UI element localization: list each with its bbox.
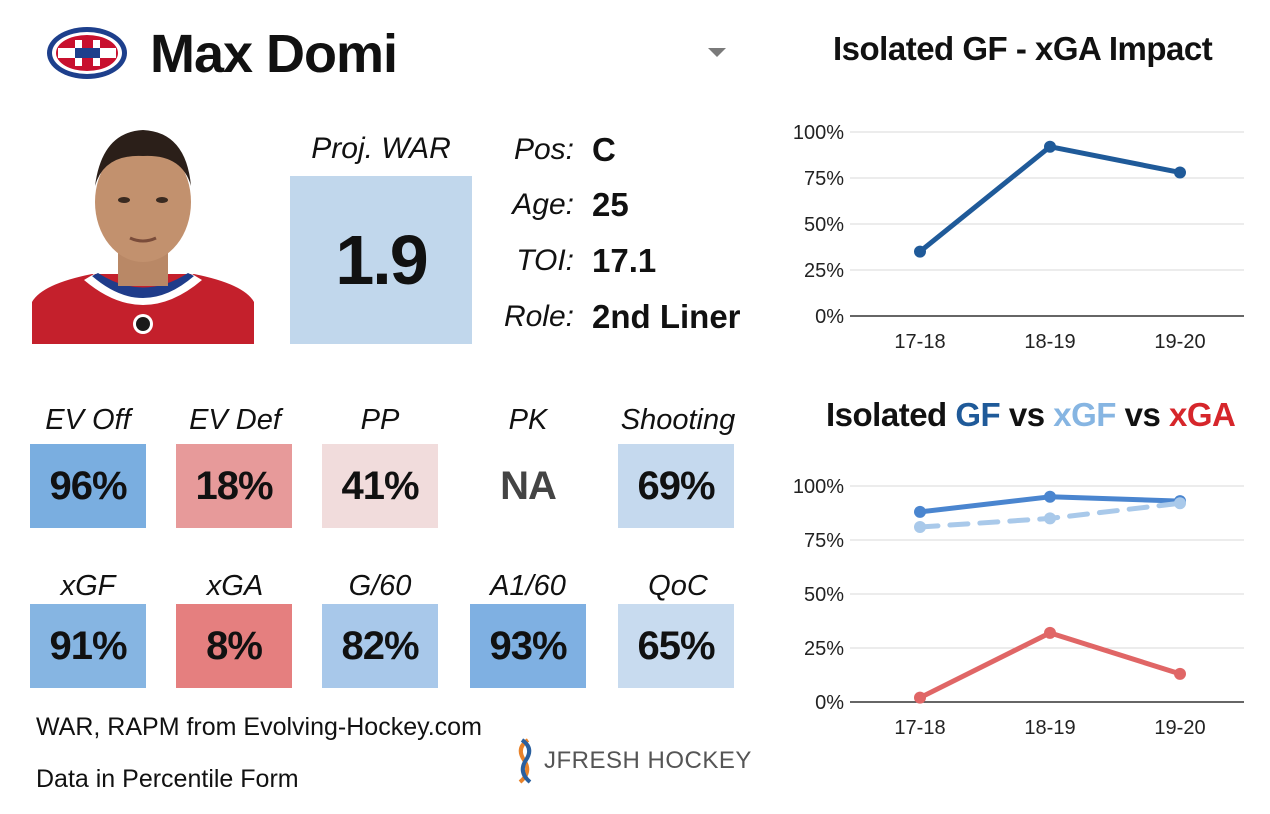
stat-value: 65% [637, 623, 715, 668]
stat-box-shooting: 69% [618, 444, 734, 528]
y-tick-label: 0% [815, 692, 844, 714]
stat-value: 82% [341, 623, 419, 668]
chart-impact: 0% 25% 50% 75% 100% 17-18 18-19 19-20 [793, 122, 1244, 353]
stat-value: 91% [49, 623, 127, 668]
x-tick-label: 18-19 [1024, 331, 1075, 353]
stat-label-g60: G/60 [348, 570, 412, 602]
brand: JFRESH HOCKEY [512, 738, 752, 784]
series-line [917, 630, 1183, 701]
stat-value: 93% [489, 623, 567, 668]
data-point [914, 521, 926, 534]
data-point [1044, 490, 1056, 503]
title-part: vs [1000, 396, 1054, 433]
title-part-gf: GF [955, 396, 1001, 433]
info-label-role: Role: [503, 300, 574, 333]
stat-value: NA [500, 463, 557, 508]
info-value-role: 2nd Liner [592, 298, 741, 335]
title-part: vs [1115, 396, 1169, 433]
stat-label-qoc: QoC [648, 570, 708, 602]
stat-box-a160: 93% [470, 604, 586, 688]
title-part: Isolated [826, 396, 956, 433]
info-label-pos: Pos: [513, 133, 574, 166]
y-tick-label: 100% [793, 122, 844, 144]
stat-box-pp: 41% [322, 444, 438, 528]
data-point [914, 691, 926, 704]
canadiens-logo-icon [46, 26, 128, 80]
stat-box-pk: NA [470, 444, 586, 528]
data-point [914, 505, 926, 518]
war-value: 1.9 [335, 221, 428, 299]
x-tick-label: 17-18 [894, 717, 945, 739]
stat-label-xgf: xGF [60, 570, 116, 602]
footer-note: Data in Percentile Form [36, 765, 299, 793]
info-label-toi: TOI: [516, 244, 574, 277]
stat-box-ev-off: 96% [30, 444, 146, 528]
stat-box-xga: 8% [176, 604, 292, 688]
stat-label-xga: xGA [206, 570, 264, 602]
stat-label-ev-off: EV Off [45, 404, 131, 436]
stat-label-a160: A1/60 [490, 570, 566, 602]
stat-value: 69% [637, 463, 715, 508]
y-tick-label: 75% [804, 530, 844, 552]
stat-box-ev-def: 18% [176, 444, 292, 528]
info-label-age: Age: [512, 188, 574, 221]
title-part-xga: xGA [1168, 396, 1236, 433]
x-tick-label: 19-20 [1154, 331, 1205, 353]
stat-box-qoc: 65% [618, 604, 734, 688]
x-tick-label: 19-20 [1154, 717, 1205, 739]
chart-title-comparison: Isolated GF vs xGF vs xGA [826, 396, 1236, 434]
y-tick-label: 100% [793, 476, 844, 498]
stat-label-pp: PP [360, 404, 400, 436]
data-point [1044, 140, 1056, 153]
info-value-toi: 17.1 [592, 242, 657, 279]
data-point [914, 245, 926, 258]
chart-title-impact: Isolated GF - xGA Impact [833, 30, 1213, 67]
jfresh-logo-icon [518, 738, 532, 784]
x-tick-label: 17-18 [894, 331, 945, 353]
y-tick-label: 0% [815, 306, 844, 328]
war-label: Proj. WAR [311, 132, 451, 165]
chart-comparison: 0% 25% 50% 75% 100% 17-18 18-19 19-20 [793, 476, 1244, 739]
stat-value: 18% [195, 463, 273, 508]
info-value-age: 25 [592, 186, 629, 223]
stat-label-ev-def: EV Def [189, 404, 281, 436]
stat-value: 8% [206, 623, 263, 668]
y-tick-label: 25% [804, 260, 844, 282]
data-point [1174, 497, 1186, 510]
data-point [1174, 166, 1186, 179]
title-part-xgf: xGF [1053, 396, 1116, 433]
y-tick-label: 50% [804, 214, 844, 236]
y-tick-label: 75% [804, 168, 844, 190]
y-tick-label: 50% [804, 584, 844, 606]
player-name: Max Domi [150, 24, 398, 84]
data-point [1044, 626, 1056, 639]
stat-label-shooting: Shooting [620, 404, 736, 436]
y-tick-label: 25% [804, 638, 844, 660]
stat-box-xgf: 91% [30, 604, 146, 688]
player-photo [32, 124, 254, 344]
chevron-down-icon[interactable] [708, 48, 726, 57]
stat-label-pk: PK [508, 404, 548, 436]
info-value-pos: C [592, 131, 616, 168]
data-point [1044, 512, 1056, 525]
war-value-box: 1.9 [290, 176, 472, 344]
brand-text: JFRESH HOCKEY [544, 747, 752, 774]
data-point [1174, 667, 1186, 680]
stat-value: 41% [341, 463, 419, 508]
stat-box-g60: 82% [322, 604, 438, 688]
stat-value: 96% [49, 463, 127, 508]
footer-source: WAR, RAPM from Evolving-Hockey.com [36, 713, 482, 741]
x-tick-label: 18-19 [1024, 717, 1075, 739]
series-line [917, 144, 1183, 255]
